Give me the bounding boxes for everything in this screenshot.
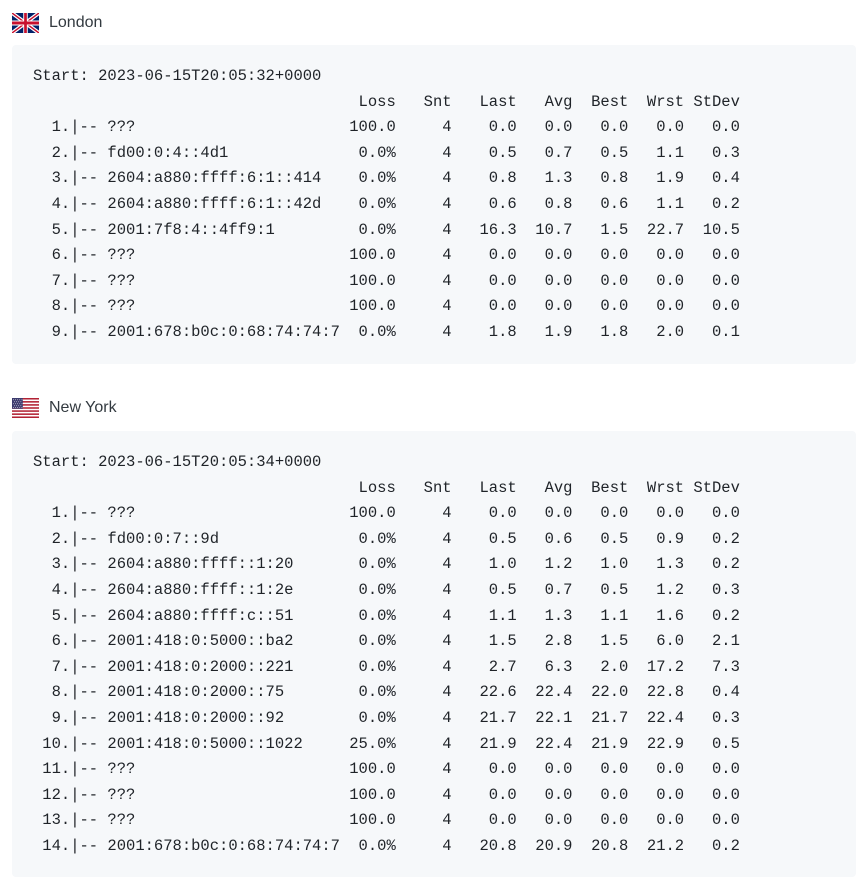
mtr-output-new-york: Start: 2023-06-15T20:05:34+0000 Loss Snt…: [12, 431, 856, 877]
hop-row: 14.|-- 2001:678:b0c:0:68:74:74:7 0.0% 4 …: [33, 836, 740, 855]
location-header-new-york: New York: [12, 396, 117, 420]
hop-row: 12.|-- ??? 100.0 4 0.0 0.0 0.0 0.0 0.0: [33, 785, 740, 804]
start-line: Start: 2023-06-15T20:05:32+0000: [33, 67, 322, 85]
hop-row: 10.|-- 2001:418:0:5000::1022 25.0% 4 21.…: [33, 734, 740, 753]
column-header-line: Loss Snt Last Avg Best Wrst StDev: [33, 478, 740, 497]
location-name: London: [49, 14, 103, 31]
start-line: Start: 2023-06-15T20:05:34+0000: [33, 453, 322, 471]
hop-row: 3.|-- 2604:a880:ffff:6:1::414 0.0% 4 0.8…: [33, 169, 740, 188]
hop-row: 5.|-- 2001:7f8:4::4ff9:1 0.0% 4 16.3 10.…: [33, 220, 740, 239]
column-header-line: Loss Snt Last Avg Best Wrst StDev: [33, 92, 740, 111]
hop-row: 1.|-- ??? 100.0 4 0.0 0.0 0.0 0.0 0.0: [33, 118, 740, 137]
uk-flag-icon: [12, 13, 39, 33]
hop-row: 2.|-- fd00:0:7::9d 0.0% 4 0.5 0.6 0.5 0.…: [33, 529, 740, 548]
hop-row: 2.|-- fd00:0:4::4d1 0.0% 4 0.5 0.7 0.5 1…: [33, 143, 740, 162]
hop-row: 5.|-- 2604:a880:ffff:c::51 0.0% 4 1.1 1.…: [33, 606, 740, 625]
mtr-output-london: Start: 2023-06-15T20:05:32+0000 Loss Snt…: [12, 45, 856, 364]
hop-row: 4.|-- 2604:a880:ffff:6:1::42d 0.0% 4 0.6…: [33, 194, 740, 213]
mtr-report: Start: 2023-06-15T20:05:32+0000 Loss Snt…: [33, 64, 740, 346]
hop-row: 7.|-- ??? 100.0 4 0.0 0.0 0.0 0.0 0.0: [33, 271, 740, 290]
us-flag-icon: [12, 398, 39, 418]
hop-row: 6.|-- 2001:418:0:5000::ba2 0.0% 4 1.5 2.…: [33, 632, 740, 651]
hop-row: 9.|-- 2001:678:b0c:0:68:74:74:7 0.0% 4 1…: [33, 322, 740, 341]
mtr-report: Start: 2023-06-15T20:05:34+0000 Loss Snt…: [33, 450, 740, 860]
location-header-london: London: [12, 11, 102, 35]
hop-row: 6.|-- ??? 100.0 4 0.0 0.0 0.0 0.0 0.0: [33, 246, 740, 265]
hop-row: 8.|-- ??? 100.0 4 0.0 0.0 0.0 0.0 0.0: [33, 297, 740, 316]
hop-row: 1.|-- ??? 100.0 4 0.0 0.0 0.0 0.0 0.0: [33, 504, 740, 523]
hop-row: 4.|-- 2604:a880:ffff::1:2e 0.0% 4 0.5 0.…: [33, 580, 740, 599]
hop-row: 3.|-- 2604:a880:ffff::1:20 0.0% 4 1.0 1.…: [33, 555, 740, 574]
hop-row: 9.|-- 2001:418:0:2000::92 0.0% 4 21.7 22…: [33, 708, 740, 727]
location-name: New York: [49, 399, 117, 416]
hop-row: 13.|-- ??? 100.0 4 0.0 0.0 0.0 0.0 0.0: [33, 811, 740, 830]
hop-row: 7.|-- 2001:418:0:2000::221 0.0% 4 2.7 6.…: [33, 657, 740, 676]
hop-row: 11.|-- ??? 100.0 4 0.0 0.0 0.0 0.0 0.0: [33, 760, 740, 779]
hop-row: 8.|-- 2001:418:0:2000::75 0.0% 4 22.6 22…: [33, 683, 740, 702]
